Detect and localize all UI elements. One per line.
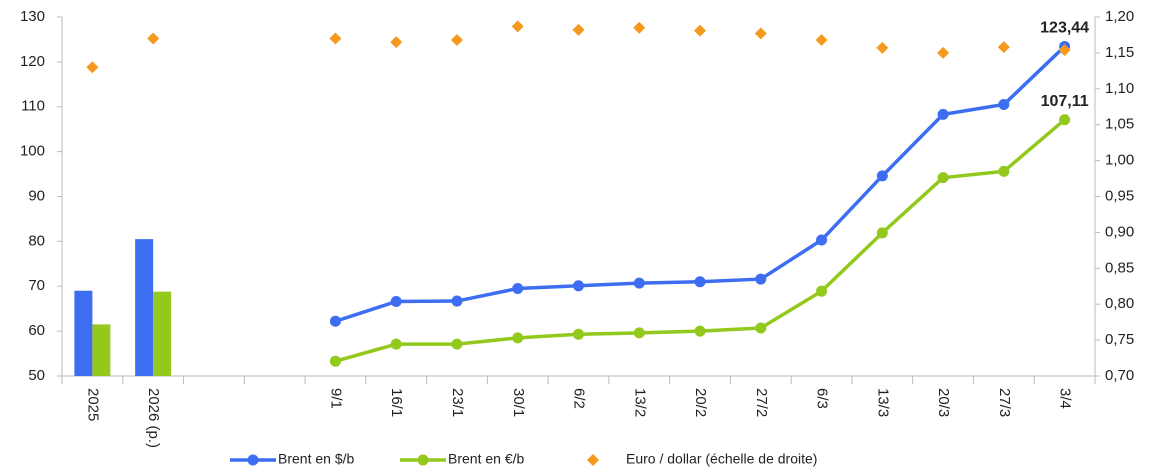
marker xyxy=(754,27,767,40)
y2-tick-label: 0,80 xyxy=(1105,295,1134,312)
marker xyxy=(633,327,645,339)
marker xyxy=(512,282,524,294)
marker xyxy=(329,315,341,327)
x-tick-label: 23/1 xyxy=(449,388,466,417)
legend-label: Brent en €/b xyxy=(448,451,524,467)
x-tick-label: 6/3 xyxy=(814,388,831,409)
y2-tick-label: 1,05 xyxy=(1105,116,1134,133)
x-tick-label: 20/2 xyxy=(692,388,709,417)
marker xyxy=(450,33,463,46)
x-tick-label: 9/1 xyxy=(327,388,344,409)
x-tick-label: 13/2 xyxy=(631,388,648,417)
marker xyxy=(694,325,706,337)
x-tick-label: 20/3 xyxy=(935,388,952,417)
x-tick-label: 6/2 xyxy=(571,388,588,409)
marker xyxy=(876,41,889,54)
y-tick-label: 110 xyxy=(21,98,45,115)
y-tick-label: 80 xyxy=(28,232,45,249)
marker xyxy=(876,227,888,239)
marker xyxy=(816,234,828,246)
bar xyxy=(74,290,93,376)
legend-label: Euro / dollar (échelle de droite) xyxy=(626,451,817,467)
y2-tick-label: 1,10 xyxy=(1105,80,1134,97)
y2-tick-label: 0,95 xyxy=(1105,187,1134,204)
marker xyxy=(694,276,706,288)
marker xyxy=(86,61,99,74)
y2-tick-label: 1,20 xyxy=(1105,8,1134,25)
marker xyxy=(694,24,707,37)
marker xyxy=(755,322,767,334)
y2-tick-label: 0,90 xyxy=(1105,223,1134,240)
y2-tick-label: 0,70 xyxy=(1105,367,1134,384)
marker xyxy=(451,295,463,307)
y-tick-label: 90 xyxy=(28,187,45,204)
marker xyxy=(937,46,950,59)
y-tick-label: 70 xyxy=(28,277,45,294)
marker xyxy=(1058,44,1071,57)
x-tick-label: 2026 (p.) xyxy=(145,388,162,448)
y-tick-label: 100 xyxy=(20,143,45,160)
marker xyxy=(572,23,585,36)
bar xyxy=(135,239,154,376)
y-tick-label: 130 xyxy=(20,8,45,25)
marker xyxy=(755,273,767,285)
legend-marker xyxy=(587,454,599,466)
x-tick-label: 3/4 xyxy=(1057,388,1074,409)
y-tick-label: 50 xyxy=(28,367,45,384)
x-tick-label: 16/1 xyxy=(388,388,405,417)
marker xyxy=(390,36,403,49)
marker xyxy=(997,41,1010,54)
bar xyxy=(153,291,172,376)
x-tick-label: 2025 xyxy=(84,388,101,421)
marker xyxy=(511,20,524,33)
marker xyxy=(937,108,949,120)
marker xyxy=(816,285,828,297)
marker xyxy=(998,99,1010,111)
legend-marker xyxy=(247,454,259,466)
marker xyxy=(876,170,888,182)
marker xyxy=(633,277,645,289)
marker xyxy=(573,328,584,340)
series-line xyxy=(334,118,1066,363)
marker xyxy=(815,33,828,46)
y-tick-label: 60 xyxy=(28,322,45,339)
marker xyxy=(451,338,463,350)
marker xyxy=(390,296,402,308)
marker xyxy=(998,165,1010,177)
y2-tick-label: 0,85 xyxy=(1105,259,1134,276)
x-tick-label: 27/2 xyxy=(753,388,770,417)
value-label: 123,44 xyxy=(1040,20,1089,37)
marker xyxy=(329,32,342,45)
y2-tick-label: 1,00 xyxy=(1105,152,1134,169)
marker xyxy=(633,21,646,34)
legend-label: Brent en $/b xyxy=(278,451,354,467)
marker xyxy=(512,332,524,344)
marker xyxy=(390,338,402,350)
marker xyxy=(147,32,160,45)
bar xyxy=(92,324,111,376)
x-tick-label: 27/3 xyxy=(996,388,1013,417)
legend-marker xyxy=(417,454,429,466)
y2-tick-label: 0,75 xyxy=(1105,331,1134,348)
marker xyxy=(573,280,584,292)
x-tick-label: 30/1 xyxy=(510,388,527,417)
y2-tick-label: 1,15 xyxy=(1105,44,1134,61)
marker xyxy=(937,172,949,184)
marker xyxy=(329,355,341,367)
marker xyxy=(1059,114,1071,126)
y-tick-label: 120 xyxy=(20,53,45,70)
value-label: 107,11 xyxy=(1041,93,1089,110)
x-tick-label: 13/3 xyxy=(874,388,891,417)
